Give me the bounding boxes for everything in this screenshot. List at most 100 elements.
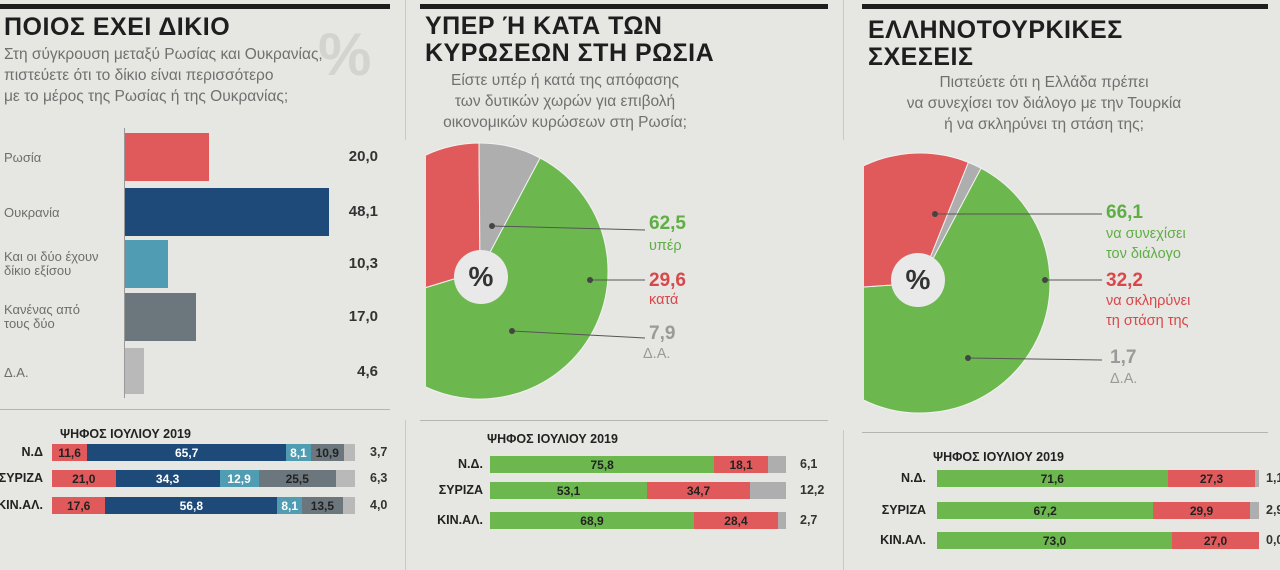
bar-value-label: 48,1 [348, 203, 378, 220]
party-strip-segment: 34,3 [115, 470, 220, 487]
pie-leader-dot [509, 328, 515, 334]
party-strip: 68,9 28,4 [490, 512, 786, 529]
bar-category-label: Ουκρανία [4, 205, 60, 220]
pie-leader-dot [965, 355, 971, 361]
party-strip-segment: 65,7 [87, 444, 287, 461]
panel2-label-no-text: κατά [649, 292, 679, 308]
panel2-top-rule [420, 4, 828, 9]
panel3-label-na-value: 1,7 [1110, 347, 1137, 368]
party-strip-segment: 18,1 [714, 456, 768, 473]
bar-category-label: Και οι δύο έχουν δίκιο εξίσου [4, 249, 99, 278]
party-label: Ν.Δ. [901, 471, 926, 485]
party-strip-na-value: 2,7 [800, 513, 818, 527]
party-strip-segment: 71,6 [937, 470, 1168, 487]
bar [124, 293, 197, 341]
panel2-crop-mask [400, 140, 426, 420]
panel3-pie-chart [840, 152, 1103, 414]
party-strip: 53,1 34,7 [490, 482, 786, 499]
pie-leader-dot [1042, 277, 1048, 283]
party-strip: 11,6 65,7 8,1 10,9 [52, 444, 355, 461]
party-strip-segment: 67,2 [937, 502, 1154, 519]
party-strip-segment-na [335, 470, 355, 487]
party-strip-na-value: 4,0 [370, 498, 388, 512]
party-strip-segment: 27,3 [1167, 470, 1256, 487]
party-strip: 67,2 29,9 [937, 502, 1259, 519]
panel3-label-dialogue-text: να συνεχίσει τον διάλογο [1106, 226, 1186, 262]
party-strip-segment: 11,6 [52, 444, 88, 461]
panel3-crop-mask [840, 140, 864, 430]
party-strip-na-value: 6,1 [800, 457, 818, 471]
party-strip-na-value: 1,1 [1266, 471, 1280, 485]
party-strip-na-value: 3,7 [370, 445, 388, 459]
party-strip-segment: 8,1 [286, 444, 311, 461]
pie-leader-dot [932, 211, 938, 217]
bar-value-label: 4,6 [357, 363, 378, 380]
panel3-title: ΕΛΛΗΝΟΤΟΥΡΚΙΚΕΣ ΣΧΕΣΕΙΣ [868, 16, 1123, 71]
bar-category-label: Κανένας από τους δύο [4, 302, 80, 331]
panel2-vote-header: ΨΗΦΟΣ ΙΟΥΛΙΟΥ 2019 [487, 432, 618, 446]
party-strip-na-value: 2,9 [1266, 503, 1280, 517]
pie-leader-dot [489, 223, 495, 229]
bar [124, 348, 144, 394]
party-strip-segment: 56,8 [105, 497, 278, 514]
panel3-question: Πιστεύετε ότι η Ελλάδα πρέπει να συνεχίσ… [906, 74, 1182, 133]
bar-category-label: Ρωσία [4, 150, 42, 165]
pie-leader-line [511, 330, 646, 339]
party-strip-segment: 28,4 [693, 512, 778, 529]
party-strip-segment: 21,0 [52, 470, 116, 487]
bar-value-label: 10,3 [348, 255, 378, 272]
panel1-question: Στη σύγκρουση μεταξύ Ρωσίας και Ουκρανία… [4, 46, 323, 105]
party-label: ΣΥΡΙΖΑ [0, 471, 43, 485]
pie-slice [840, 167, 1051, 414]
party-strip-na-value: 6,3 [370, 471, 388, 485]
party-label: ΚΙΝ.ΑΛ. [437, 513, 483, 527]
party-strip-segment-na [767, 456, 786, 473]
party-strip-segment-na [1255, 470, 1259, 487]
panel2-label-na-value: 7,9 [649, 323, 676, 344]
party-strip-segment: 12,9 [219, 470, 259, 487]
panel2-question: Είστε υπέρ ή κατά της απόφασης των δυτικ… [443, 72, 687, 131]
party-strip-segment: 17,6 [52, 497, 106, 514]
panel3-top-rule [862, 4, 1268, 9]
party-label: Ν.Δ. [458, 457, 483, 471]
party-label: ΚΙΝ.ΑΛ. [0, 498, 43, 512]
bar [124, 188, 329, 236]
panel3-label-harden-value: 32,2 [1106, 270, 1143, 291]
party-label: ΣΥΡΙΖΑ [438, 483, 483, 497]
party-strip: 75,8 18,1 [490, 456, 786, 473]
party-strip-segment: 10,9 [310, 444, 344, 461]
panel2-label-no-value: 29,6 [649, 270, 686, 291]
bar [124, 133, 210, 181]
percent-watermark: % [318, 21, 372, 88]
pie-leader-line [491, 225, 646, 231]
bar-value-label: 17,0 [348, 308, 378, 325]
party-strip-segment: 8,1 [277, 497, 302, 514]
party-strip-segment: 25,5 [258, 470, 336, 487]
party-strip-segment: 27,0 [1172, 532, 1259, 549]
party-label: ΚΙΝ.ΑΛ. [880, 533, 926, 547]
pie-leader-dot [587, 277, 593, 283]
pie-slice [478, 142, 541, 272]
panel3-label-harden-text: να σκληρύνει τη στάση της [1106, 293, 1191, 329]
panel2-label-yes-text: υπέρ [649, 238, 682, 254]
panel3-vote-header: ΨΗΦΟΣ ΙΟΥΛΙΟΥ 2019 [933, 450, 1064, 464]
party-strip-segment: 34,7 [647, 482, 750, 499]
panel2-title: ΥΠΕΡ Ή ΚΑΤΑ ΤΩΝ ΚΥΡΩΣΕΩΝ ΣΤΗ ΡΩΣΙΑ [425, 12, 715, 67]
panel2-label-yes-value: 62,5 [649, 213, 686, 234]
bar-category-label: Δ.Α. [4, 365, 29, 380]
party-strip-segment-na [342, 497, 355, 514]
party-label: ΣΥΡΙΖΑ [881, 503, 926, 517]
party-strip-segment: 68,9 [490, 512, 694, 529]
panel2-percent-badge: % [454, 250, 508, 304]
pie-leader-line [967, 357, 1103, 361]
party-strip-segment: 73,0 [937, 532, 1173, 549]
party-strip-segment-na [778, 512, 786, 529]
party-strip-segment-na [1249, 502, 1259, 519]
pie-slice [919, 161, 982, 284]
party-strip-segment: 13,5 [301, 497, 343, 514]
bar-value-label: 20,0 [348, 148, 378, 165]
party-strip-segment: 53,1 [490, 482, 648, 499]
party-label: Ν.Δ [21, 445, 43, 459]
bar [124, 240, 168, 288]
party-strip-na-value: 12,2 [800, 483, 825, 497]
